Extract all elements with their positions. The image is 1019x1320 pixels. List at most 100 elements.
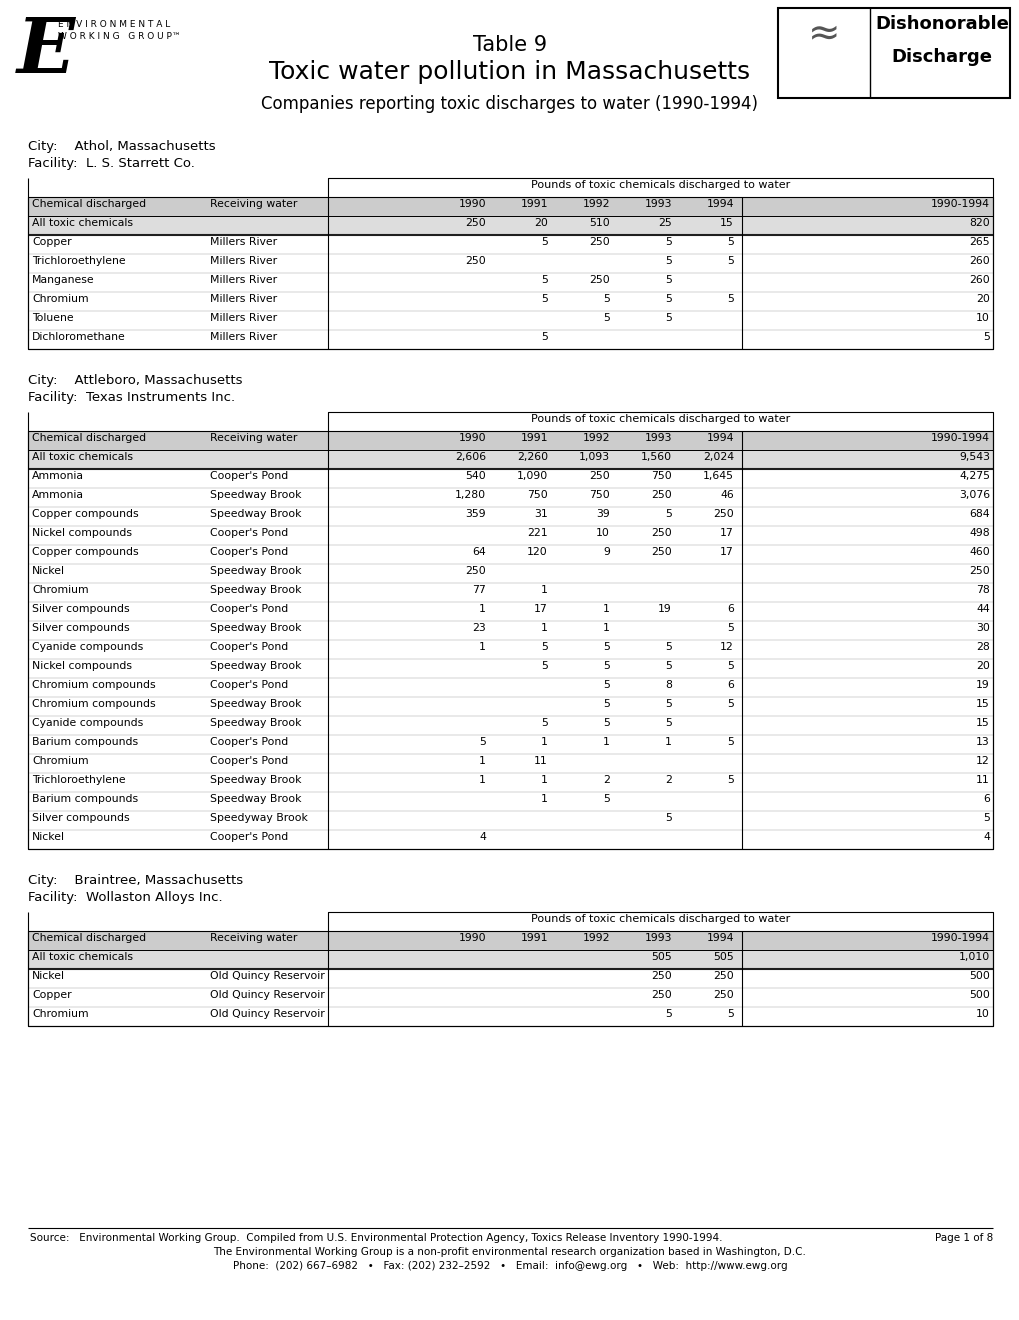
Text: 540: 540 <box>465 471 485 480</box>
Bar <box>328 412 993 432</box>
Text: 1: 1 <box>541 795 547 804</box>
Text: 25: 25 <box>657 218 672 228</box>
Text: 1,280: 1,280 <box>454 490 485 500</box>
Text: 250: 250 <box>589 238 609 247</box>
Text: 750: 750 <box>650 471 672 480</box>
Text: Speedway Brook: Speedway Brook <box>210 775 302 785</box>
Text: Chromium: Chromium <box>32 294 89 304</box>
Text: 13: 13 <box>975 737 989 747</box>
Text: 1: 1 <box>541 737 547 747</box>
Text: Speedway Brook: Speedway Brook <box>210 585 302 595</box>
Text: 684: 684 <box>968 510 989 519</box>
Text: 460: 460 <box>968 546 989 557</box>
Text: Silver compounds: Silver compounds <box>32 605 129 614</box>
Bar <box>28 969 993 987</box>
Text: 250: 250 <box>712 990 734 1001</box>
Text: 5: 5 <box>727 294 734 304</box>
Text: 5: 5 <box>664 813 672 822</box>
Text: 17: 17 <box>719 528 734 539</box>
Bar <box>28 754 993 774</box>
Text: 78: 78 <box>975 585 989 595</box>
Text: 3,076: 3,076 <box>958 490 989 500</box>
Text: E: E <box>17 15 75 88</box>
Text: 5: 5 <box>541 294 547 304</box>
Text: 260: 260 <box>968 275 989 285</box>
Bar <box>28 830 993 849</box>
Text: Facility:  Texas Instruments Inc.: Facility: Texas Instruments Inc. <box>28 391 235 404</box>
Text: 5: 5 <box>727 238 734 247</box>
Text: 250: 250 <box>650 546 672 557</box>
Text: Old Quincy Reservoir: Old Quincy Reservoir <box>210 990 324 1001</box>
Text: 1992: 1992 <box>582 433 609 444</box>
Text: 5: 5 <box>541 718 547 729</box>
Text: Page 1 of 8: Page 1 of 8 <box>933 1233 993 1243</box>
Text: Old Quincy Reservoir: Old Quincy Reservoir <box>210 1008 324 1019</box>
Text: Nickel compounds: Nickel compounds <box>32 661 131 671</box>
Text: 250: 250 <box>650 990 672 1001</box>
Text: All toxic chemicals: All toxic chemicals <box>32 218 132 228</box>
Text: 2: 2 <box>664 775 672 785</box>
Text: Cooper's Pond: Cooper's Pond <box>210 737 288 747</box>
Bar <box>28 583 993 602</box>
Text: 5: 5 <box>541 642 547 652</box>
Text: 5: 5 <box>664 275 672 285</box>
Text: 9: 9 <box>602 546 609 557</box>
Text: 5: 5 <box>602 795 609 804</box>
Bar <box>28 564 993 583</box>
Bar <box>28 525 993 545</box>
Text: 750: 750 <box>527 490 547 500</box>
Text: City:    Athol, Massachusetts: City: Athol, Massachusetts <box>28 140 215 153</box>
Bar <box>28 602 993 620</box>
Text: 19: 19 <box>975 680 989 690</box>
Text: 5: 5 <box>602 642 609 652</box>
Text: 44: 44 <box>975 605 989 614</box>
Text: 46: 46 <box>719 490 734 500</box>
Text: Cooper's Pond: Cooper's Pond <box>210 605 288 614</box>
Bar <box>328 912 993 931</box>
Bar <box>28 715 993 735</box>
Text: 5: 5 <box>727 623 734 634</box>
Bar <box>28 312 993 330</box>
Text: Cyanide compounds: Cyanide compounds <box>32 642 143 652</box>
Bar <box>28 197 993 216</box>
Bar <box>28 620 993 640</box>
Bar <box>28 678 993 697</box>
Text: 265: 265 <box>968 238 989 247</box>
Text: Chromium: Chromium <box>32 1008 89 1019</box>
Text: Chemical discharged: Chemical discharged <box>32 433 146 444</box>
Text: 5: 5 <box>602 294 609 304</box>
Text: 1994: 1994 <box>706 433 734 444</box>
Bar <box>28 235 993 253</box>
Text: Copper: Copper <box>32 238 71 247</box>
Bar <box>28 488 993 507</box>
Text: All toxic chemicals: All toxic chemicals <box>32 952 132 962</box>
Text: 5: 5 <box>664 510 672 519</box>
Bar <box>28 810 993 830</box>
Text: Speedway Brook: Speedway Brook <box>210 623 302 634</box>
Text: 5: 5 <box>727 775 734 785</box>
Text: 1: 1 <box>479 775 485 785</box>
Bar <box>777 8 1009 98</box>
Text: 5: 5 <box>727 1008 734 1019</box>
Text: 5: 5 <box>541 661 547 671</box>
Text: Silver compounds: Silver compounds <box>32 813 129 822</box>
Bar <box>28 987 993 1007</box>
Text: 5: 5 <box>664 661 672 671</box>
Text: 250: 250 <box>712 972 734 981</box>
Bar <box>28 432 993 849</box>
Text: 359: 359 <box>465 510 485 519</box>
Text: 6: 6 <box>727 605 734 614</box>
Text: 39: 39 <box>596 510 609 519</box>
Text: All toxic chemicals: All toxic chemicals <box>32 451 132 462</box>
Bar <box>28 330 993 348</box>
Text: 17: 17 <box>719 546 734 557</box>
Text: Ammonia: Ammonia <box>32 471 84 480</box>
Text: 17: 17 <box>534 605 547 614</box>
Text: 15: 15 <box>975 718 989 729</box>
Text: 1,090: 1,090 <box>517 471 547 480</box>
Text: Nickel: Nickel <box>32 566 65 576</box>
Text: Pounds of toxic chemicals discharged to water: Pounds of toxic chemicals discharged to … <box>530 180 790 190</box>
Text: Cooper's Pond: Cooper's Pond <box>210 642 288 652</box>
Text: 1: 1 <box>479 605 485 614</box>
Bar <box>28 292 993 312</box>
